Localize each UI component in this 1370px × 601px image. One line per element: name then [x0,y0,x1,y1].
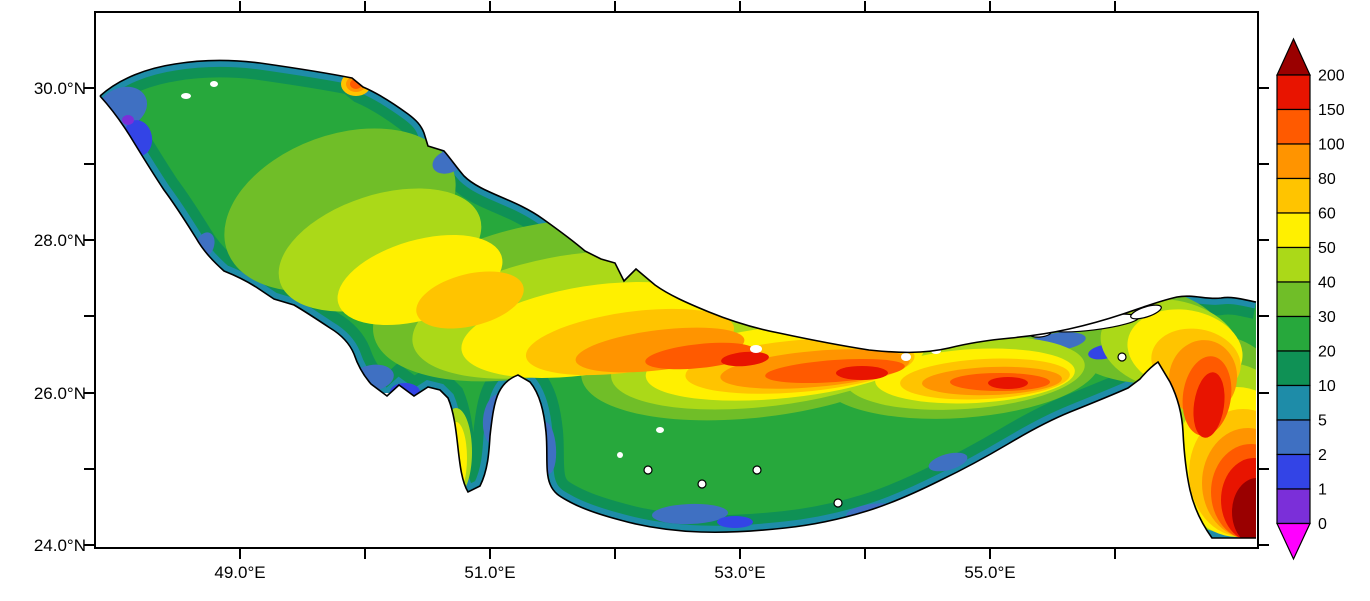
x-axis-label: 51.0°E [464,563,516,582]
colorbar-label: 150 [1318,102,1345,119]
colorbar-label: 2 [1318,447,1327,464]
tick-mark-y [84,87,94,89]
tick-mark-x [1114,549,1116,559]
colorbar-segment [1276,281,1311,318]
blob [988,377,1028,389]
colorbar-segment [1276,419,1311,456]
colorbar-segment [1276,74,1311,111]
colorbar-segment [1276,246,1311,283]
island [643,465,653,475]
tick-mark-y [1259,544,1269,546]
blob [652,503,728,525]
colorbar-segment [1276,177,1311,214]
colorbar-label: 100 [1318,137,1345,154]
tick-mark-y [1259,239,1269,241]
tick-mark-y [1259,163,1269,165]
colorbar-segment [1276,143,1311,180]
x-axis-label: 49.0°E [214,563,266,582]
tick-mark-y [84,315,94,317]
colorbar-segment [1276,488,1311,525]
colorbar-label: 200 [1318,68,1345,85]
tick-mark-x [1114,1,1116,11]
blob [1193,372,1225,438]
data-gap [901,353,911,361]
island [752,465,762,475]
tick-mark-x [489,549,491,559]
band-above-200 [1232,478,1256,538]
colorbar-label: 30 [1318,309,1336,326]
tick-mark-x [239,1,241,11]
island [833,498,843,508]
tick-mark-x [989,1,991,11]
tick-mark-x [489,1,491,11]
data-gap [181,93,191,99]
blob [721,351,769,367]
blob [416,271,524,329]
y-axis-label: 26.0°N [33,384,86,403]
data-gap [617,452,623,458]
blob [928,452,968,472]
tick-mark-y [1259,468,1269,470]
tick-mark-y [84,163,94,165]
colorbar-label: 20 [1318,344,1336,361]
colorbar-label: 60 [1318,206,1336,223]
tick-mark-x [364,549,366,559]
y-axis-label: 24.0°N [33,536,86,555]
colorbar-segment [1276,212,1311,249]
colorbar-segment [1276,108,1311,145]
colorbar-label: 50 [1318,240,1336,257]
x-axis-label: 53.0°E [714,563,766,582]
blob [122,115,134,125]
tick-mark-x [614,549,616,559]
tick-mark-y [84,239,94,241]
y-axis-label: 28.0°N [33,231,86,250]
colorbar-label: 40 [1318,275,1336,292]
tick-mark-y [84,468,94,470]
colorbar-label: 0 [1318,516,1327,533]
colorbar-arrow-top [1276,37,1311,76]
tick-mark-x [239,549,241,559]
tick-mark-y [1259,87,1269,89]
tick-mark-y [1259,392,1269,394]
island [1117,352,1127,362]
blob [1232,478,1256,538]
plot-frame [94,11,1259,549]
x-axis-label: 55.0°E [964,563,1016,582]
tick-mark-x [364,1,366,11]
data-gap [750,345,762,353]
tick-mark-y [1259,315,1269,317]
tick-mark-y [84,544,94,546]
colorbar-label: 1 [1318,482,1327,499]
colorbar-label: 80 [1318,171,1336,188]
tick-mark-x [739,549,741,559]
tick-mark-x [739,1,741,11]
blob [836,366,888,380]
colorbar-segment [1276,453,1311,490]
data-gap [656,427,664,433]
tick-mark-y [84,392,94,394]
tick-mark-x [989,549,991,559]
y-axis-label: 30.0°N [33,79,86,98]
colorbar-label: 10 [1318,378,1336,395]
colorbar: 200 150 100 80 60 50 40 30 20 10 5 2 1 0 [1276,37,1345,561]
colorbar-label: 5 [1318,413,1327,430]
blob [717,516,753,528]
tick-mark-x [864,549,866,559]
tick-mark-x [864,1,866,11]
coastline-north [99,59,1257,354]
tick-mark-x [614,1,616,11]
data-gap [210,81,218,87]
colorbar-arrow-bottom [1276,522,1311,561]
colorbar-segment [1276,350,1311,387]
colorbar-segment [1276,384,1311,421]
island [697,479,707,489]
colorbar-segment [1276,315,1311,352]
coastline-south [99,95,1256,539]
